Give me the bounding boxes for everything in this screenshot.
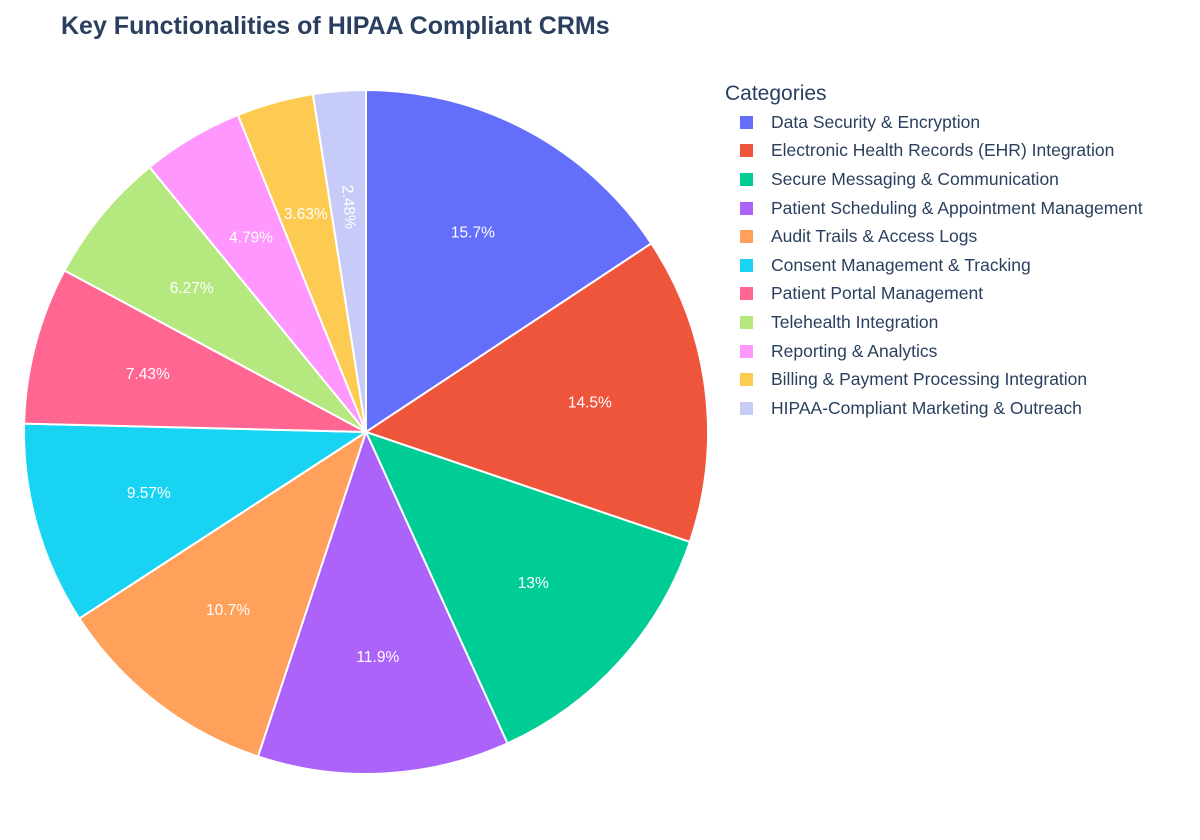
- legend-label: Secure Messaging & Communication: [771, 168, 1059, 189]
- pie-slice[interactable]: [63, 165, 367, 433]
- legend-item[interactable]: Patient Portal Management: [725, 280, 1195, 309]
- legend-label: HIPAA-Compliant Marketing & Outreach: [771, 397, 1082, 418]
- legend-item[interactable]: Audit Trails & Access Logs: [725, 222, 1195, 251]
- legend-swatch: [740, 201, 753, 215]
- slice-percent-label: 10.7%: [206, 602, 250, 619]
- legend-item[interactable]: Reporting & Analytics: [725, 337, 1195, 366]
- legend-item[interactable]: Secure Messaging & Communication: [725, 165, 1195, 194]
- slice-percent-label: 2.48%: [338, 184, 358, 229]
- slice-percent-label: 11.9%: [356, 649, 399, 666]
- legend: Categories Data Security & Encryption Ele…: [725, 80, 1195, 423]
- pie-slice[interactable]: [363, 242, 709, 544]
- legend-item[interactable]: HIPAA-Compliant Marketing & Outreach: [725, 394, 1195, 423]
- legend-swatch: [740, 373, 753, 387]
- pie-slice[interactable]: [77, 429, 368, 758]
- legend-label: Patient Scheduling & Appointment Managem…: [771, 197, 1143, 218]
- legend-swatch: [740, 172, 753, 186]
- slice-percent-label: 3.63%: [284, 206, 328, 223]
- pie-slice[interactable]: [311, 88, 367, 433]
- slice-percent-label: 6.27%: [170, 280, 214, 297]
- pie-slice[interactable]: [365, 88, 653, 434]
- legend-swatch: [740, 258, 753, 272]
- legend-label: Patient Portal Management: [771, 283, 984, 304]
- slice-percent-label: 15.7%: [451, 225, 495, 242]
- legend-items: Data Security & Encryption Electronic Hea…: [725, 108, 1195, 423]
- pie-chart: 15.7% 14.5% 13% 11.9% 10.7% 9.57% 7.43% 6.27% 4.…: [23, 88, 709, 775]
- legend-item[interactable]: Billing & Payment Processing Integration: [725, 365, 1195, 394]
- legend-title: Categories: [725, 82, 827, 105]
- slice-percent-label: 7.43%: [126, 366, 170, 383]
- legend-swatch: [740, 401, 753, 415]
- slice-percent-label: 9.57%: [127, 485, 171, 502]
- legend-item[interactable]: Consent Management & Tracking: [725, 251, 1195, 280]
- pie-slice[interactable]: [256, 429, 509, 775]
- legend-label: Audit Trails & Access Logs: [771, 226, 978, 247]
- pie-slice[interactable]: [364, 430, 692, 745]
- legend-item[interactable]: Patient Scheduling & Appointment Managem…: [725, 194, 1195, 223]
- legend-item[interactable]: Electronic Health Records (EHR) Integrat…: [725, 137, 1195, 166]
- legend-item[interactable]: Data Security & Encryption: [725, 108, 1195, 137]
- chart-title: Key Functionalities of HIPAA Compliant C…: [61, 12, 610, 40]
- legend-label: Data Security & Encryption: [771, 111, 981, 132]
- slice-percent-label: 4.79%: [229, 229, 273, 246]
- legend-swatch: [740, 230, 753, 244]
- legend-label: Billing & Payment Processing Integration: [771, 369, 1088, 390]
- legend-item[interactable]: Telehealth Integration: [725, 308, 1195, 337]
- legend-swatch: [740, 144, 753, 158]
- legend-label: Consent Management & Tracking: [771, 254, 1031, 275]
- legend-label: Telehealth Integration: [771, 311, 939, 332]
- legend-swatch: [740, 115, 753, 129]
- legend-label: Reporting & Analytics: [771, 340, 938, 361]
- legend-label: Electronic Health Records (EHR) Integrat…: [771, 140, 1115, 161]
- slice-percent-label: 13%: [518, 575, 549, 592]
- legend-swatch: [740, 315, 753, 329]
- slice-percent-label: 14.5%: [568, 395, 612, 412]
- pie-slice[interactable]: [23, 269, 367, 433]
- pie-slice[interactable]: [23, 422, 370, 620]
- legend-swatch: [740, 287, 753, 301]
- legend-swatch: [740, 344, 753, 358]
